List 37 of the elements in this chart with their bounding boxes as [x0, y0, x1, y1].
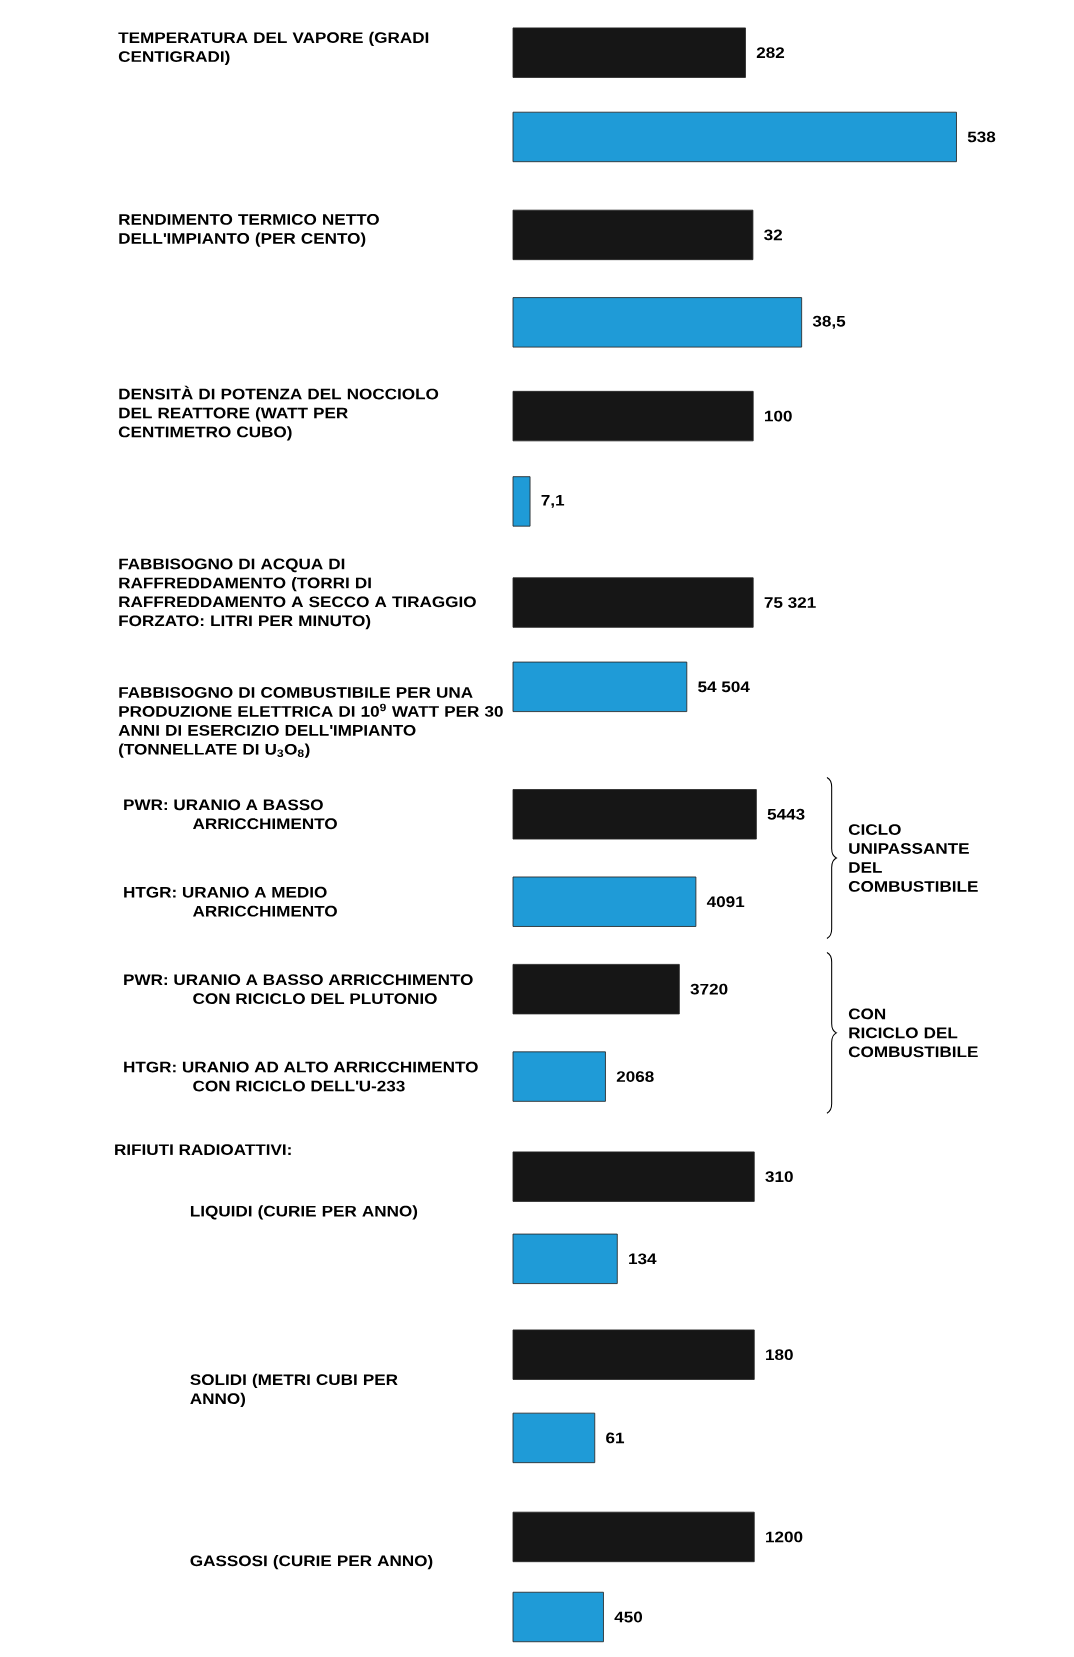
y-axis-title: GASSOSI (CURIE PER ANNO) — [190, 1555, 433, 1570]
chart-title: FABBISOGNO DI COMBUSTIBILE PER UNA PRODUZIONE ELETTRICA DI 10$^{9}$ WATT PER 30 ANNI DI ESERCIZIO DELL'IMPIANTO (TONNELLATE DI U$_{3}$O$_{8}$) — [118, 687, 503, 758]
data-label: 4091 — [706, 896, 744, 908]
data-label: 310 — [765, 1171, 793, 1183]
y-tick-label: PWR: URANIO A BASSO ARRICCHIMENTO — [123, 799, 337, 830]
text: RIFIUTI RADIOATTIVI: — [114, 1144, 291, 1156]
data-label: 180 — [765, 1349, 793, 1361]
data-label: 450 — [614, 1611, 642, 1623]
data-label: 38,5 — [812, 315, 845, 329]
y-axis-title: DENSITÀ DI POTENZA DEL NOCCIOLO DEL REATTORE (WATT PER CENTIMETRO CUBO) — [118, 385, 438, 441]
bar — [512, 963, 680, 1015]
bar — [512, 789, 757, 840]
y-axis-title: LIQUIDI (CURIE PER ANNO) — [190, 1205, 417, 1220]
data-label: 134 — [628, 1253, 657, 1265]
y-axis-title: TEMPERATURA DEL VAPORE (GRADI CENTIGRADI) — [118, 31, 428, 66]
y-tick-label: HTGR: URANIO A MEDIO ARRICCHIMENTO — [123, 886, 337, 917]
data-label: 61 — [605, 1432, 624, 1444]
text: CON RICICLO DEL COMBUSTIBILE — [848, 1008, 978, 1058]
data-label: 1200 — [765, 1531, 803, 1543]
data-label: 3720 — [690, 983, 728, 995]
text: CICLO UNIPASSANTE DEL COMBUSTIBILE — [848, 824, 978, 892]
y-axis-title: SOLIDI (METRI CUBI PER ANNO) — [190, 1373, 398, 1408]
data-label: 5443 — [767, 808, 805, 820]
bar — [512, 876, 697, 927]
data-label: 32 — [763, 229, 782, 241]
bar — [512, 1051, 606, 1102]
y-axis-title: RENDIMENTO TERMICO NETTO DELL'IMPIANTO (PER CENTO) — [119, 214, 379, 247]
y-tick-label: PWR: URANIO A BASSO ARRICCHIMENTO CON RICICLO DEL PLUTONIO — [123, 974, 473, 1005]
data-label: 2068 — [616, 1071, 654, 1082]
data-label: 100 — [764, 410, 792, 422]
data-label: 75 321 — [764, 597, 816, 608]
data-label: 282 — [756, 47, 784, 59]
data-label: 538 — [967, 131, 996, 143]
y-tick-label: HTGR: URANIO AD ALTO ARRICCHIMENTO CON RICICLO DELL'U-233 — [123, 1061, 478, 1092]
data-label: 54 504 — [697, 681, 750, 693]
data-label: 7,1 — [541, 494, 564, 508]
y-axis-title: FABBISOGNO DI ACQUA DI RAFFREDDAMENTO (TORRI DI RAFFREDDAMENTO A SECCO A TIRAGGIO FORZATO: LITRI PER MINUTO) — [119, 558, 476, 630]
